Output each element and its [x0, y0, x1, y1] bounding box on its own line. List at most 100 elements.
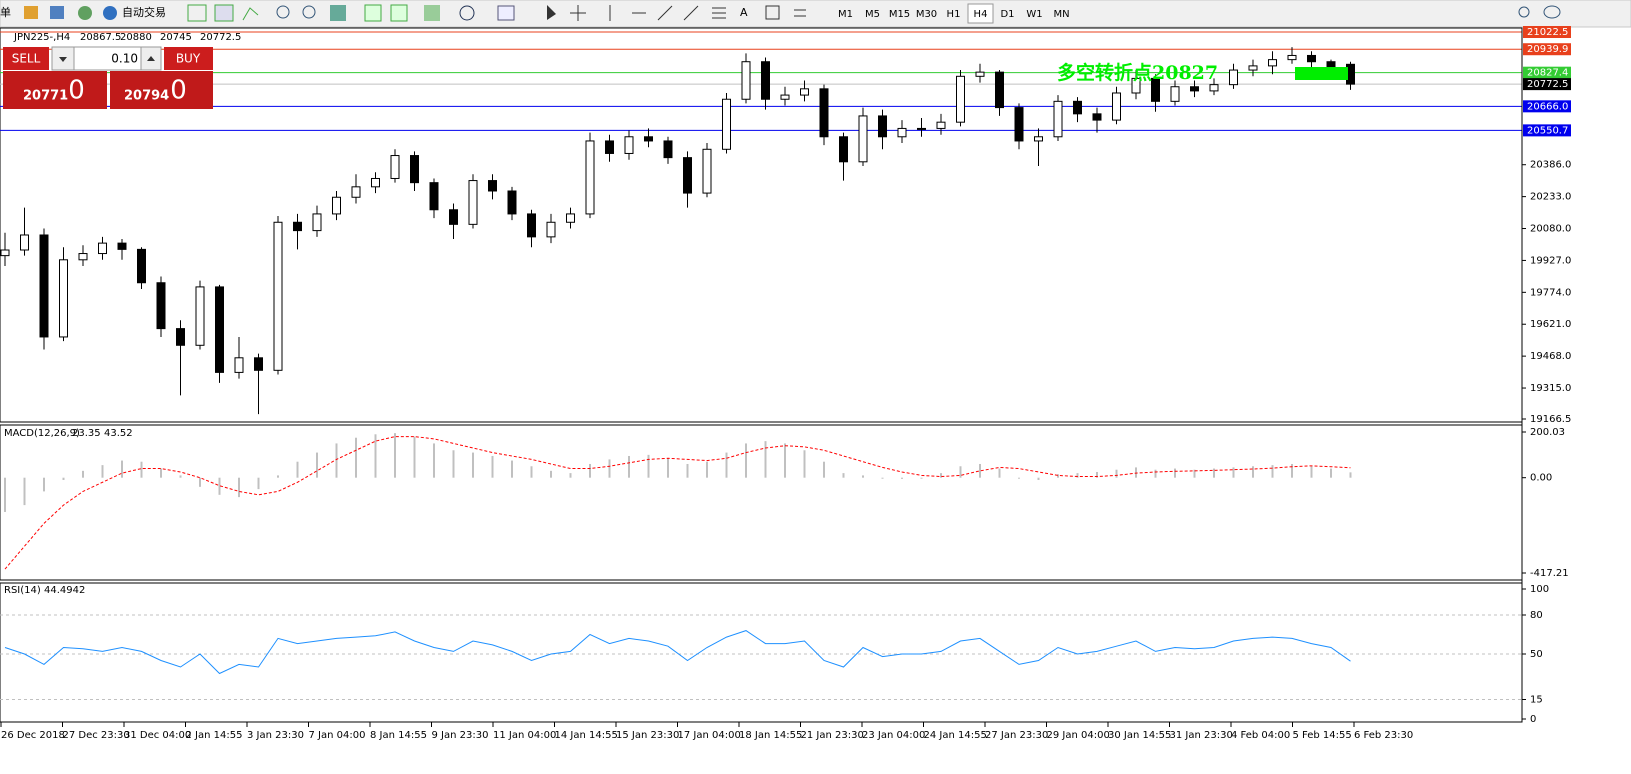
macd-bar: [316, 452, 318, 478]
macd-bar: [647, 454, 650, 478]
crosshair-tool[interactable]: [570, 5, 586, 21]
macd-bar: [199, 477, 201, 487]
autotrade-button[interactable]: 自动交易: [122, 5, 166, 19]
candle-body: [351, 186, 361, 198]
line-tools[interactable]: [609, 5, 673, 21]
candle-body: [858, 115, 868, 163]
candle-body: [449, 209, 458, 225]
sell-button[interactable]: [3, 47, 49, 70]
text-tool[interactable]: A: [740, 6, 748, 19]
signal-line: [4, 436, 1351, 570]
icon[interactable]: [187, 4, 207, 22]
timeframe-button[interactable]: M1: [838, 9, 853, 20]
candle-body: [1268, 59, 1277, 67]
candle-body: [273, 221, 283, 371]
cursor-tool[interactable]: [547, 5, 556, 20]
timeframe-button[interactable]: W1: [1026, 9, 1042, 20]
timeframe-button[interactable]: M15: [889, 9, 910, 20]
ask-box[interactable]: [110, 71, 213, 109]
candle-body: [78, 253, 88, 261]
level-label: 21022.5: [1527, 27, 1568, 38]
candle-body: [1092, 113, 1102, 121]
sell-label[interactable]: SELL: [12, 52, 41, 66]
icon[interactable]: [364, 4, 382, 22]
timeframe-button[interactable]: H4: [974, 9, 988, 20]
macd-bar: [784, 443, 786, 478]
bid-small[interactable]: .0: [60, 76, 85, 106]
y-tick-label: 200.03: [1530, 427, 1565, 438]
price-tag: [1523, 78, 1571, 91]
y-tick-label: 50: [1530, 649, 1543, 660]
lot-value[interactable]: 0.10: [111, 52, 138, 66]
macd-bar: [82, 470, 84, 478]
y-tick-label: 100: [1530, 584, 1549, 595]
x-tick-label: 29 Jan 04:00: [1047, 730, 1110, 741]
search[interactable]: [1518, 6, 1530, 18]
cut-button[interactable]: 单: [0, 6, 11, 19]
icon[interactable]: [50, 6, 64, 19]
bid-box[interactable]: [3, 71, 107, 109]
icon[interactable]: [78, 6, 92, 20]
header-ohlc: 20772.5: [200, 32, 241, 43]
icon[interactable]: [330, 5, 346, 21]
macd-bar: [764, 441, 767, 478]
candle-body: [98, 242, 107, 255]
timeframe-button[interactable]: MN: [1053, 9, 1069, 20]
x-tick-label: 27 Jan 23:30: [985, 730, 1048, 741]
candle-body: [1248, 65, 1258, 71]
candle-body: [20, 234, 29, 251]
candle-body: [117, 242, 127, 250]
bid-big[interactable]: 20771: [23, 89, 68, 104]
ask-small[interactable]: .0: [162, 76, 187, 106]
price-label: 20772.5: [1527, 79, 1568, 90]
arrow: [59, 57, 67, 62]
icon[interactable]: [424, 5, 440, 21]
candle-body: [254, 357, 263, 371]
autotrade-icon[interactable]: [103, 6, 117, 20]
buy-button[interactable]: [164, 47, 213, 70]
macd-bar: [803, 450, 806, 478]
x-tick-label: 21 Jan 23:30: [801, 730, 864, 741]
chat[interactable]: [1543, 5, 1561, 19]
timeframe-button[interactable]: D1: [1000, 9, 1014, 20]
zoom-out[interactable]: [302, 5, 316, 19]
x-tick-label: 6 Feb 23:30: [1354, 730, 1413, 741]
timeframe-button[interactable]: M30: [916, 9, 937, 20]
icon[interactable]: [24, 6, 38, 19]
indicator-name: RSI(14): [4, 585, 41, 596]
level-tag: [1523, 124, 1571, 137]
candle-body: [897, 127, 907, 138]
label-tool[interactable]: [765, 5, 780, 20]
icon[interactable]: [214, 4, 234, 22]
macd-bar: [1291, 463, 1293, 478]
macd-bar: [452, 450, 455, 478]
candle-body: [1112, 92, 1121, 121]
candle-body: [644, 136, 653, 142]
candle-body: [624, 136, 634, 154]
macd-bar: [920, 477, 923, 479]
timeframe-button[interactable]: H1: [947, 9, 961, 20]
candle-body: [741, 61, 751, 100]
candle-body: [195, 286, 205, 346]
macd-bar: [1310, 466, 1313, 478]
zoom-in[interactable]: [276, 5, 290, 19]
candle-body: [59, 259, 68, 338]
level-tag: [1523, 43, 1571, 56]
arrows-tool[interactable]: [794, 9, 806, 17]
fib-tools[interactable]: [683, 5, 726, 21]
candle-body: [683, 157, 692, 194]
icon[interactable]: [459, 5, 475, 21]
candle-body: [1307, 54, 1316, 63]
icon[interactable]: [390, 4, 408, 22]
macd-bar: [628, 455, 630, 478]
timeframe-button[interactable]: M5: [865, 9, 880, 20]
ask-big[interactable]: 20794: [124, 89, 169, 104]
buy-label[interactable]: BUY: [176, 52, 201, 66]
icon[interactable]: [497, 5, 515, 21]
x-tick-label: 15 Jan 23:30: [616, 730, 679, 741]
icon[interactable]: [242, 7, 259, 21]
macd-bar: [4, 477, 6, 512]
macd-bar: [511, 460, 513, 478]
y-tick-label: 19621.0: [1530, 319, 1571, 330]
macd-bar: [335, 443, 338, 478]
